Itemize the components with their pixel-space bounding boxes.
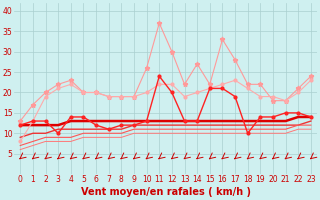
- X-axis label: Vent moyen/en rafales ( km/h ): Vent moyen/en rafales ( km/h ): [81, 187, 251, 197]
